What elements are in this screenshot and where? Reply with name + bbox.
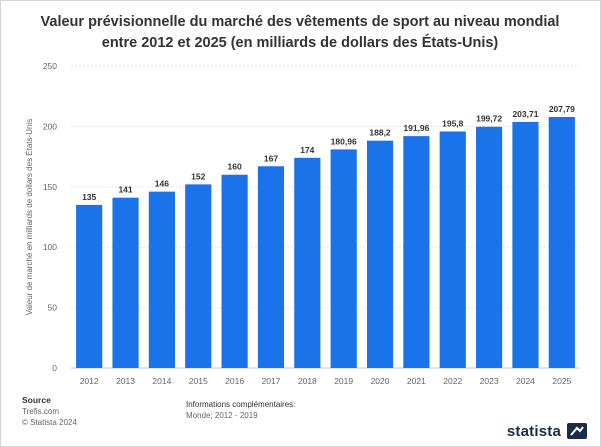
x-tick-label: 2019 (334, 376, 353, 386)
info-heading[interactable]: Informations complémentaires: (186, 400, 296, 409)
y-tick-label: 250 (43, 61, 57, 71)
value-label: 180,96 (331, 136, 357, 146)
chart-title: Valeur prévisionnelle du marché des vête… (20, 12, 580, 54)
x-tick-label: 2020 (371, 376, 390, 386)
x-axis-ticks: 2012 2013 2014 2015 2016 2017 2018 2019 2020 2021… (80, 376, 572, 386)
bar-2024[interactable] (512, 121, 539, 368)
brand-name: statista (506, 422, 561, 440)
value-label: 195,8 (442, 118, 464, 128)
bar-2020[interactable] (366, 140, 394, 368)
value-label: 141 (118, 185, 132, 195)
x-tick-label: 2024 (516, 376, 535, 386)
value-label: 146 (155, 179, 169, 189)
statista-logo-icon (567, 423, 587, 439)
y-axis-ticks: 0 50 100 150 200 250 (43, 61, 57, 373)
bar-2012[interactable] (76, 204, 103, 368)
x-tick-label: 2025 (552, 376, 571, 386)
statista-brand[interactable]: statista (507, 420, 587, 442)
x-tick-label: 2014 (152, 376, 171, 386)
value-label: 152 (191, 171, 205, 181)
bar-2017[interactable] (257, 166, 285, 368)
y-tick-label: 200 (43, 121, 57, 131)
bar-2019[interactable] (330, 149, 357, 368)
info-block: Informations complémentaires: Monde; 201… (186, 399, 295, 421)
x-tick-label: 2022 (443, 376, 462, 386)
grid-lines (71, 65, 580, 369)
value-label: 188,2 (369, 128, 391, 138)
x-tick-label: 2021 (407, 376, 426, 386)
chart-title-line-2: entre 2012 et 2025 (en milliards de doll… (101, 35, 499, 51)
bar-2023[interactable] (476, 126, 503, 368)
source-heading: Source (22, 395, 51, 405)
x-tick-label: 2016 (225, 376, 244, 386)
value-label: 160 (228, 162, 242, 172)
source-block: Source Trefis.com © Statista 2024 (22, 395, 77, 428)
bar-2025[interactable] (548, 116, 575, 368)
bar-2013[interactable] (112, 197, 139, 368)
y-axis-label: Valeur de marché en milliards de dollars… (25, 119, 34, 315)
x-tick-label: 2015 (189, 376, 208, 386)
bar-2014[interactable] (148, 191, 175, 368)
x-tick-label: 2013 (116, 376, 135, 386)
value-labels: 135 141 146 152 160 167 174 180,96 188,2 191,96 19… (82, 104, 575, 202)
value-label: 207,79 (549, 104, 575, 114)
bars (76, 116, 575, 368)
value-label: 174 (300, 145, 314, 155)
x-tick-label: 2023 (480, 376, 499, 386)
copyright: © Statista 2024 (22, 418, 77, 427)
value-label: 199,72 (476, 114, 502, 124)
bar-2018[interactable] (294, 157, 321, 368)
bar-2015[interactable] (185, 184, 212, 368)
value-label: 135 (82, 192, 96, 202)
x-tick-label: 2012 (80, 376, 99, 386)
bar-2021[interactable] (403, 136, 430, 368)
y-tick-label: 100 (43, 242, 57, 252)
x-tick-label: 2017 (262, 376, 281, 386)
chart-title-line-1: Valeur prévisionnelle du marché des vête… (40, 14, 560, 30)
x-tick-label: 2018 (298, 376, 317, 386)
y-tick-label: 50 (48, 303, 58, 313)
y-tick-label: 0 (52, 363, 57, 373)
value-label: 167 (264, 153, 278, 163)
value-label: 191,96 (403, 123, 429, 133)
y-tick-label: 150 (43, 182, 57, 192)
bar-2016[interactable] (221, 174, 248, 368)
info-detail: Monde; 2012 - 2019 (186, 411, 258, 420)
source-name[interactable]: Trefis.com (22, 407, 60, 416)
value-label: 203,71 (512, 109, 538, 119)
bar-2022[interactable] (439, 131, 466, 368)
